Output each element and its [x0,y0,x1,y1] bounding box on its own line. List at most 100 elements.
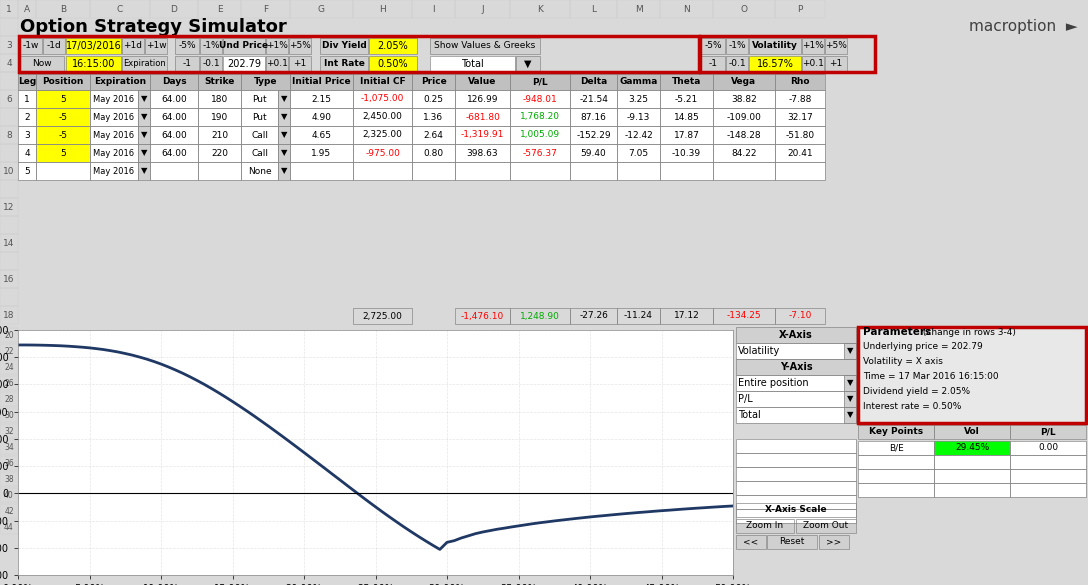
Text: Reset: Reset [779,538,805,546]
Bar [412,90,455,108]
Text: 32: 32 [4,426,14,435]
Bar [290,74,353,90]
Bar [353,162,412,180]
Bar [242,90,279,108]
Bar [510,74,570,90]
Text: 1,768.20: 1,768.20 [520,112,560,122]
Bar [138,90,150,108]
Bar [36,126,90,144]
Bar [0,162,18,180]
Bar [353,144,412,162]
Bar [122,38,144,54]
Bar [802,56,824,72]
Bar [713,0,775,18]
Bar [767,535,817,549]
Text: ▼: ▼ [281,95,287,104]
Text: 4: 4 [24,149,29,157]
Bar [369,56,417,72]
Bar [617,90,660,108]
Text: Days: Days [162,77,186,87]
Bar [825,38,846,54]
Bar [20,56,64,72]
Text: 2,450.00: 2,450.00 [362,112,403,122]
Bar [353,126,412,144]
Bar [713,0,775,18]
Bar [242,144,279,162]
Bar [0,54,18,72]
Bar [0,456,18,470]
Bar [353,0,412,18]
Text: Dividend yield = 2.05%: Dividend yield = 2.05% [863,387,970,396]
Bar [0,472,18,486]
Text: ▼: ▼ [524,59,532,69]
Bar [18,126,36,144]
Bar [775,308,825,324]
Text: Initial CF: Initial CF [360,77,406,87]
Bar [0,424,18,438]
Bar [20,38,42,54]
Bar [242,74,290,90]
Bar [726,38,749,54]
Bar [0,36,18,54]
Bar [660,74,713,90]
Bar [749,56,801,72]
Bar [18,74,36,90]
Text: F: F [263,5,268,13]
Text: X-Axis: X-Axis [779,330,813,340]
Bar [353,74,412,90]
Text: Div Yield: Div Yield [322,42,367,50]
Bar [223,56,265,72]
Bar [660,0,713,18]
Bar [0,376,18,390]
Text: 202.79: 202.79 [227,59,261,69]
Bar [0,392,18,406]
Text: -576.37: -576.37 [522,149,557,157]
Bar [18,144,36,162]
Bar [0,108,18,126]
Text: +1%: +1% [802,42,824,50]
Bar [138,162,150,180]
Bar [713,74,775,90]
Bar [0,344,18,358]
Text: Delta: Delta [580,77,607,87]
Text: +1w: +1w [146,42,166,50]
Bar [825,56,846,72]
Text: May 2016: May 2016 [94,95,135,104]
Bar [18,126,36,144]
Bar [775,144,825,162]
Bar [844,391,856,407]
Bar [122,38,144,54]
Text: 20.41: 20.41 [788,149,813,157]
Bar [1010,425,1086,439]
Bar [290,108,353,126]
Bar [934,441,1010,455]
Bar [510,0,570,18]
Text: 0.00: 0.00 [1038,443,1058,453]
Bar [198,90,242,108]
Bar [150,162,198,180]
Bar [0,72,18,90]
Bar [279,108,290,126]
Bar [279,126,290,144]
Bar [510,162,570,180]
Text: Now: Now [33,60,52,68]
Text: Parameters: Parameters [863,327,931,337]
Bar [353,162,412,180]
Bar [265,38,288,54]
Bar [660,308,713,324]
Bar [66,56,121,72]
Bar [242,90,279,108]
Text: Volatility = X axis: Volatility = X axis [863,357,943,366]
Bar [802,38,824,54]
Bar [713,74,775,90]
Bar [858,425,934,439]
Bar [735,439,856,453]
Bar [455,162,510,180]
Bar [90,162,138,180]
Bar [430,38,540,54]
Bar [713,90,775,108]
Text: Volatility: Volatility [752,42,798,50]
Bar [1010,469,1086,483]
Text: M: M [634,5,642,13]
Bar [242,126,279,144]
